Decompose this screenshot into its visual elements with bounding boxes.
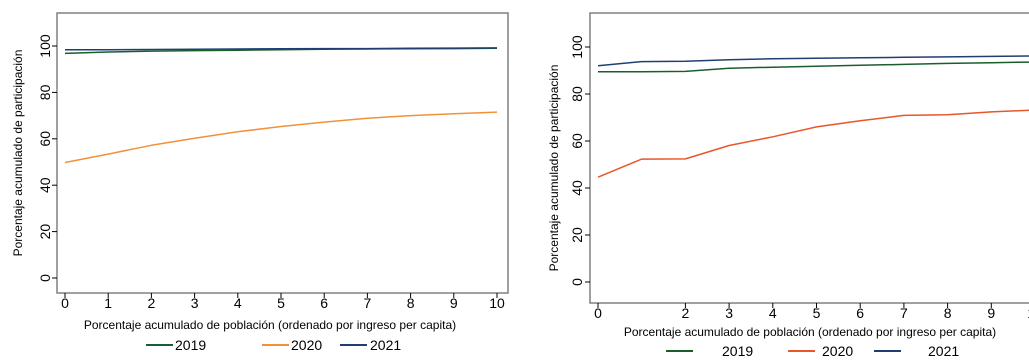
y-tick-label: 80	[569, 86, 585, 102]
legend: 2019 2020 2021	[666, 343, 959, 359]
x-tick-label: 3	[725, 305, 733, 321]
legend-label-2021: 2021	[370, 337, 401, 353]
y-tick-label: 60	[569, 133, 585, 149]
x-tick-label: 9	[450, 295, 458, 311]
x-tick-label: 6	[320, 295, 328, 311]
x-tick-label: 10	[489, 295, 505, 311]
x-tick-label: 4	[234, 295, 242, 311]
x-tick-label: 6	[856, 305, 864, 321]
y-axis: 0 20 40 60 80 100	[569, 35, 590, 286]
plot-frame	[589, 12, 1029, 304]
series-line-2019	[598, 61, 1029, 73]
y-tick-label: 40	[569, 180, 585, 196]
x-tick-label: 1	[104, 295, 112, 311]
chart-left: 0 20 40 60 80 100 0 1 2 3 4 5 6 7 8 9 10 Porcentaje acu…	[11, 12, 509, 353]
series-line-2020	[597, 109, 1029, 178]
x-axis-label: Porcentaje acumulado de población (orden…	[624, 325, 996, 339]
x-tick-label: 7	[364, 295, 372, 311]
y-tick-label: 0	[569, 278, 585, 286]
y-tick-label: 80	[37, 84, 53, 100]
y-axis-label: Porcentaje acumulado de participación	[547, 65, 561, 272]
chart-right: 0 20 40 60 80 100 0 2 3 4 5 6 7 8 9 10 Porcentaje acum…	[547, 12, 1029, 359]
legend-label-2019: 2019	[722, 343, 753, 359]
y-axis: 0 20 40 60 80 100	[37, 34, 57, 282]
x-tick-label: 3	[191, 295, 199, 311]
plot-frame	[56, 12, 509, 294]
x-axis-label: Porcentaje acumulado de población (orden…	[84, 318, 456, 332]
series-line-2020	[64, 111, 498, 164]
y-tick-label: 40	[37, 177, 53, 193]
x-tick-label: 0	[61, 295, 69, 311]
y-tick-label: 20	[37, 224, 53, 240]
y-tick-label: 100	[569, 35, 585, 59]
series-lines	[597, 55, 1029, 178]
x-tick-label: 0	[594, 305, 602, 321]
series-line-2021	[597, 55, 1029, 67]
x-tick-label: 5	[813, 305, 821, 321]
x-tick-label: 8	[407, 295, 415, 311]
x-tick-label: 2	[148, 295, 156, 311]
x-tick-label: 8	[944, 305, 952, 321]
legend: 2019 2020 2021	[146, 337, 401, 353]
x-tick-label: 7	[900, 305, 908, 321]
x-tick-label: 10	[1027, 305, 1029, 321]
legend-label-2019: 2019	[175, 337, 206, 353]
y-tick-label: 0	[37, 274, 53, 282]
x-tick-label: 9	[987, 305, 995, 321]
x-tick-label: 2	[682, 305, 690, 321]
legend-label-2020: 2020	[291, 337, 322, 353]
x-axis: 0 2 3 4 5 6 7 8 9 10	[594, 303, 1029, 321]
y-tick-label: 60	[37, 131, 53, 147]
y-tick-label: 20	[569, 227, 585, 243]
legend-label-2020: 2020	[822, 343, 853, 359]
y-tick-label: 100	[37, 34, 53, 58]
series-lines	[64, 47, 498, 164]
legend-label-2021: 2021	[928, 343, 959, 359]
y-axis-label: Porcentaje acumulado de participación	[11, 50, 25, 257]
x-tick-label: 4	[769, 305, 777, 321]
x-axis: 0 1 2 3 4 5 6 7 8 9 10	[61, 293, 505, 311]
x-tick-label: 5	[277, 295, 285, 311]
series-line-2021	[65, 47, 498, 51]
